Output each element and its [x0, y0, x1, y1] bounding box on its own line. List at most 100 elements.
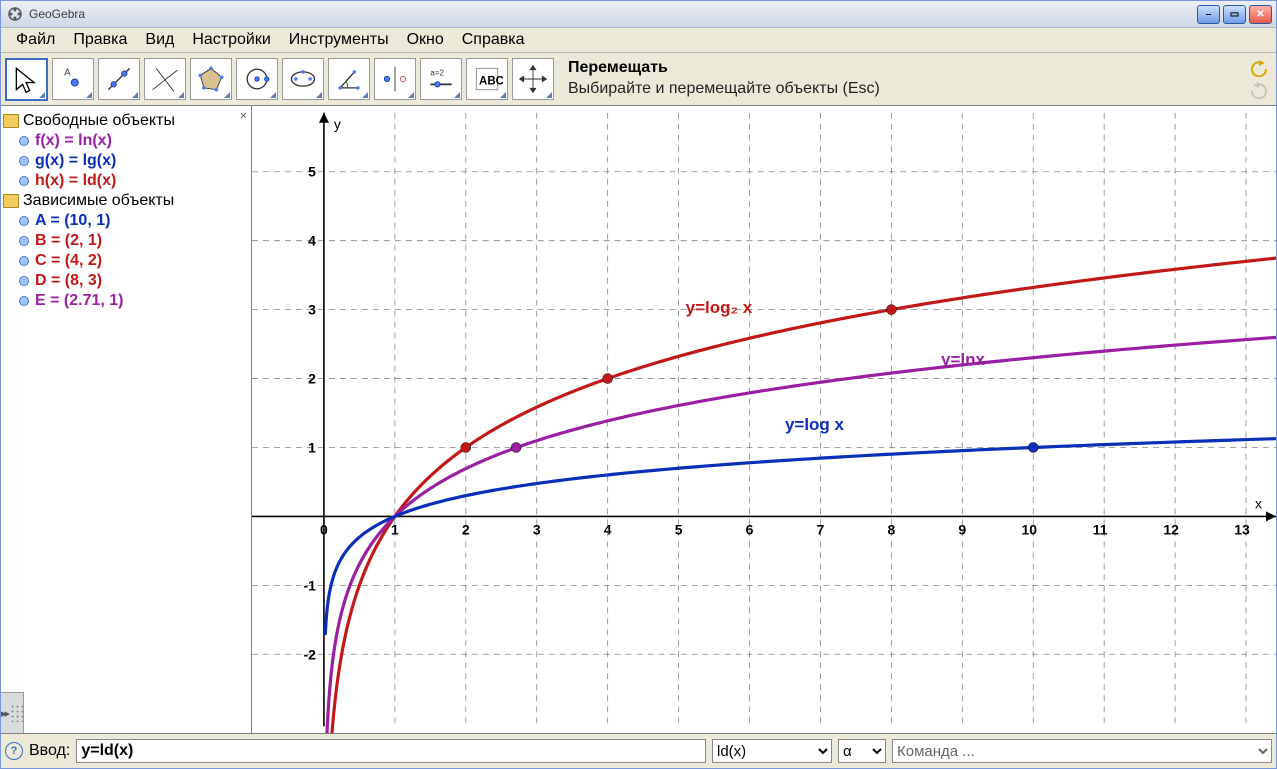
svg-text:0: 0	[320, 521, 328, 537]
tool-line[interactable]	[98, 58, 140, 100]
plot-point[interactable]	[1028, 442, 1038, 452]
tool-help: Перемещать Выбирайте и перемещайте объек…	[568, 58, 1250, 100]
tool-slider[interactable]: a=2	[420, 58, 462, 100]
visibility-dot-icon[interactable]	[19, 296, 29, 306]
input-label: Ввод:	[29, 742, 70, 760]
svg-text:11: 11	[1093, 521, 1108, 537]
plot-point[interactable]	[461, 442, 471, 452]
algebra-folder[interactable]: Свободные объекты	[3, 112, 249, 130]
algebra-folder[interactable]: Зависимые объекты	[3, 192, 249, 210]
curve-label-ld: y=log₂ x	[686, 298, 753, 317]
visibility-dot-icon[interactable]	[19, 156, 29, 166]
minimize-button[interactable]: –	[1197, 5, 1220, 24]
algebra-item[interactable]: C = (4, 2)	[19, 252, 249, 270]
svg-text:13: 13	[1234, 521, 1250, 537]
menu-вид[interactable]: Вид	[136, 28, 183, 52]
redo-icon[interactable]	[1250, 81, 1268, 99]
svg-text:12: 12	[1163, 521, 1179, 537]
tool-reflect[interactable]	[374, 58, 416, 100]
tool-angle[interactable]	[328, 58, 370, 100]
svg-text:5: 5	[308, 164, 316, 180]
app-window: GeoGebra – ▭ ✕ ФайлПравкаВидНастройкиИнс…	[0, 0, 1277, 769]
tool-ellipse[interactable]	[282, 58, 324, 100]
svg-text:ABC: ABC	[479, 75, 503, 87]
svg-text:2: 2	[308, 371, 316, 387]
svg-text:y: y	[334, 116, 341, 132]
svg-text:9: 9	[958, 521, 966, 537]
menu-bar: ФайлПравкаВидНастройкиИнструментыОкноСпр…	[1, 28, 1276, 53]
algebra-item[interactable]: B = (2, 1)	[19, 232, 249, 250]
tool-help-title: Перемещать	[568, 58, 1250, 79]
svg-text:1: 1	[308, 439, 316, 455]
folder-icon	[3, 114, 19, 128]
tool-point[interactable]: A	[52, 58, 94, 100]
algebra-panel: ✕ Свободные объекты f(x) = ln(x) g(x) = lg…	[1, 106, 252, 733]
algebra-item[interactable]: A = (10, 1)	[19, 212, 249, 230]
svg-text:7: 7	[817, 521, 825, 537]
algebra-item[interactable]: h(x) = ld(x)	[19, 172, 249, 190]
close-button[interactable]: ✕	[1249, 5, 1272, 24]
algebra-item[interactable]: g(x) = lg(x)	[19, 152, 249, 170]
algebra-item[interactable]: f(x) = ln(x)	[19, 132, 249, 150]
svg-text:10: 10	[1021, 521, 1037, 537]
toolbar-right-icons	[1250, 59, 1272, 99]
svg-text:2: 2	[462, 521, 470, 537]
undo-icon[interactable]	[1250, 59, 1268, 77]
algebra-item[interactable]: E = (2.71, 1)	[19, 292, 249, 310]
graphics-view[interactable]: xy012345678910111213-2-112345y=log₂ xy=l…	[252, 106, 1276, 733]
svg-text:3: 3	[308, 302, 316, 318]
visibility-dot-icon[interactable]	[19, 136, 29, 146]
svg-text:1: 1	[391, 521, 399, 537]
algebra-close-icon[interactable]: ✕	[240, 108, 247, 122]
app-icon	[7, 6, 23, 22]
menu-справка[interactable]: Справка	[453, 28, 534, 52]
input-field[interactable]	[76, 739, 706, 763]
workspace: ✕ Свободные объекты f(x) = ln(x) g(x) = lg…	[1, 106, 1276, 733]
window-title: GeoGebra	[29, 7, 1197, 21]
toolbar: Aa=2 ABC Перемещать Выбирайте и перемещай…	[1, 53, 1276, 106]
curve-label-ln: y=lnx	[941, 350, 985, 369]
svg-text:-1: -1	[304, 577, 317, 593]
command-select[interactable]: Команда ...	[892, 739, 1272, 763]
plot-point[interactable]	[886, 305, 896, 315]
symbol-select[interactable]: α	[838, 739, 886, 763]
function-select[interactable]: ld(x)	[712, 739, 832, 763]
tool-perp[interactable]	[144, 58, 186, 100]
plot-point[interactable]	[511, 442, 521, 452]
svg-text:4: 4	[604, 521, 612, 537]
tool-help-subtitle: Выбирайте и перемещайте объекты (Esc)	[568, 79, 1250, 100]
svg-text:A: A	[64, 67, 71, 78]
svg-text:3: 3	[533, 521, 541, 537]
tool-polygon[interactable]	[190, 58, 232, 100]
svg-text:a=2: a=2	[430, 68, 444, 77]
svg-text:-2: -2	[304, 646, 317, 662]
visibility-dot-icon[interactable]	[19, 276, 29, 286]
tool-text[interactable]: ABC	[466, 58, 508, 100]
menu-правка[interactable]: Правка	[64, 28, 136, 52]
menu-окно[interactable]: Окно	[398, 28, 453, 52]
visibility-dot-icon[interactable]	[19, 236, 29, 246]
window-buttons: – ▭ ✕	[1197, 5, 1274, 24]
title-bar: GeoGebra – ▭ ✕	[1, 1, 1276, 28]
plot-point[interactable]	[603, 374, 613, 384]
curve-label-lg: y=log x	[785, 415, 845, 434]
visibility-dot-icon[interactable]	[19, 176, 29, 186]
svg-text:6: 6	[746, 521, 754, 537]
menu-файл[interactable]: Файл	[7, 28, 64, 52]
svg-text:x: x	[1255, 495, 1262, 511]
algebra-tree: Свободные объекты f(x) = ln(x) g(x) = lg(x…	[1, 106, 251, 316]
input-bar: ? Ввод: ld(x) α Команда ...	[1, 733, 1276, 768]
visibility-dot-icon[interactable]	[19, 256, 29, 266]
algebra-item[interactable]: D = (8, 3)	[19, 272, 249, 290]
folder-icon	[3, 194, 19, 208]
menu-инструменты[interactable]: Инструменты	[280, 28, 398, 52]
tool-move-view[interactable]	[512, 58, 554, 100]
visibility-dot-icon[interactable]	[19, 216, 29, 226]
tool-circle[interactable]	[236, 58, 278, 100]
tool-move[interactable]	[5, 58, 48, 101]
svg-text:5: 5	[675, 521, 683, 537]
menu-настройки[interactable]: Настройки	[183, 28, 279, 52]
panel-collapse-handle[interactable]: ▸▸	[1, 692, 24, 733]
help-icon[interactable]: ?	[5, 742, 23, 760]
maximize-button[interactable]: ▭	[1223, 5, 1246, 24]
